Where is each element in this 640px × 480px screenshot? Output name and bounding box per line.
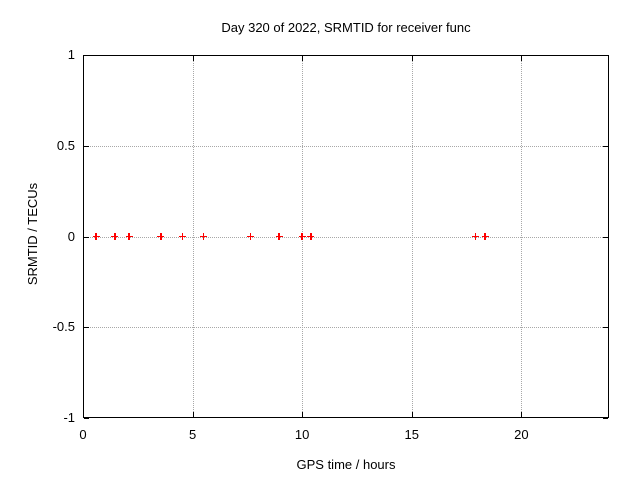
- y-gridline: [83, 236, 609, 238]
- data-point-marker: [247, 233, 255, 240]
- y-tick-right: [603, 327, 608, 329]
- data-point-marker: [481, 233, 489, 240]
- y-tick-left: [84, 327, 89, 329]
- x-tick-label: 15: [404, 427, 419, 442]
- data-point-marker: [275, 233, 283, 240]
- data-point-marker: [200, 233, 208, 240]
- x-tick-top: [83, 56, 84, 61]
- y-tick-left: [84, 55, 89, 56]
- x-tick-top: [302, 56, 304, 61]
- x-tick-bottom: [83, 412, 84, 417]
- x-tick-bottom: [411, 412, 413, 417]
- chart-title: Day 320 of 2022, SRMTID for receiver fun…: [221, 20, 471, 35]
- data-point-marker: [125, 233, 133, 240]
- x-tick-label: 10: [294, 427, 310, 442]
- y-tick-left: [84, 236, 89, 238]
- x-tick-label: 20: [514, 427, 529, 442]
- x-axis-label: GPS time / hours: [296, 457, 396, 472]
- x-tick-label: 5: [188, 427, 197, 442]
- y-tick-right: [603, 418, 608, 419]
- plot-area: [83, 55, 609, 419]
- y-tick-label: 0: [67, 228, 75, 244]
- y-gridline: [83, 327, 609, 329]
- data-point-marker: [307, 233, 315, 240]
- data-point-marker: [111, 233, 119, 240]
- data-point-marker: [298, 233, 306, 240]
- plot-border: [83, 55, 609, 418]
- y-tick-left: [84, 418, 89, 419]
- y-tick-label: -1: [63, 410, 75, 425]
- x-tick-bottom: [521, 412, 523, 417]
- x-tick-bottom: [302, 412, 304, 417]
- y-tick-label: 0.5: [56, 137, 75, 153]
- y-gridline: [83, 145, 609, 147]
- x-tick-label: 0: [79, 427, 87, 442]
- data-point-marker: [471, 233, 479, 240]
- y-tick-label: 1: [67, 47, 75, 62]
- y-tick-right: [603, 145, 608, 147]
- data-point-marker: [157, 233, 165, 240]
- data-point-marker: [179, 233, 187, 240]
- x-tick-top: [411, 56, 413, 61]
- data-point-marker: [92, 233, 100, 240]
- x-tick-bottom: [192, 412, 194, 417]
- x-tick-top: [521, 56, 523, 61]
- y-tick-right: [603, 55, 608, 56]
- x-tick-top: [192, 56, 194, 61]
- y-tick-right: [603, 236, 608, 238]
- y-tick-left: [84, 145, 89, 147]
- y-tick-label: -0.5: [52, 319, 75, 335]
